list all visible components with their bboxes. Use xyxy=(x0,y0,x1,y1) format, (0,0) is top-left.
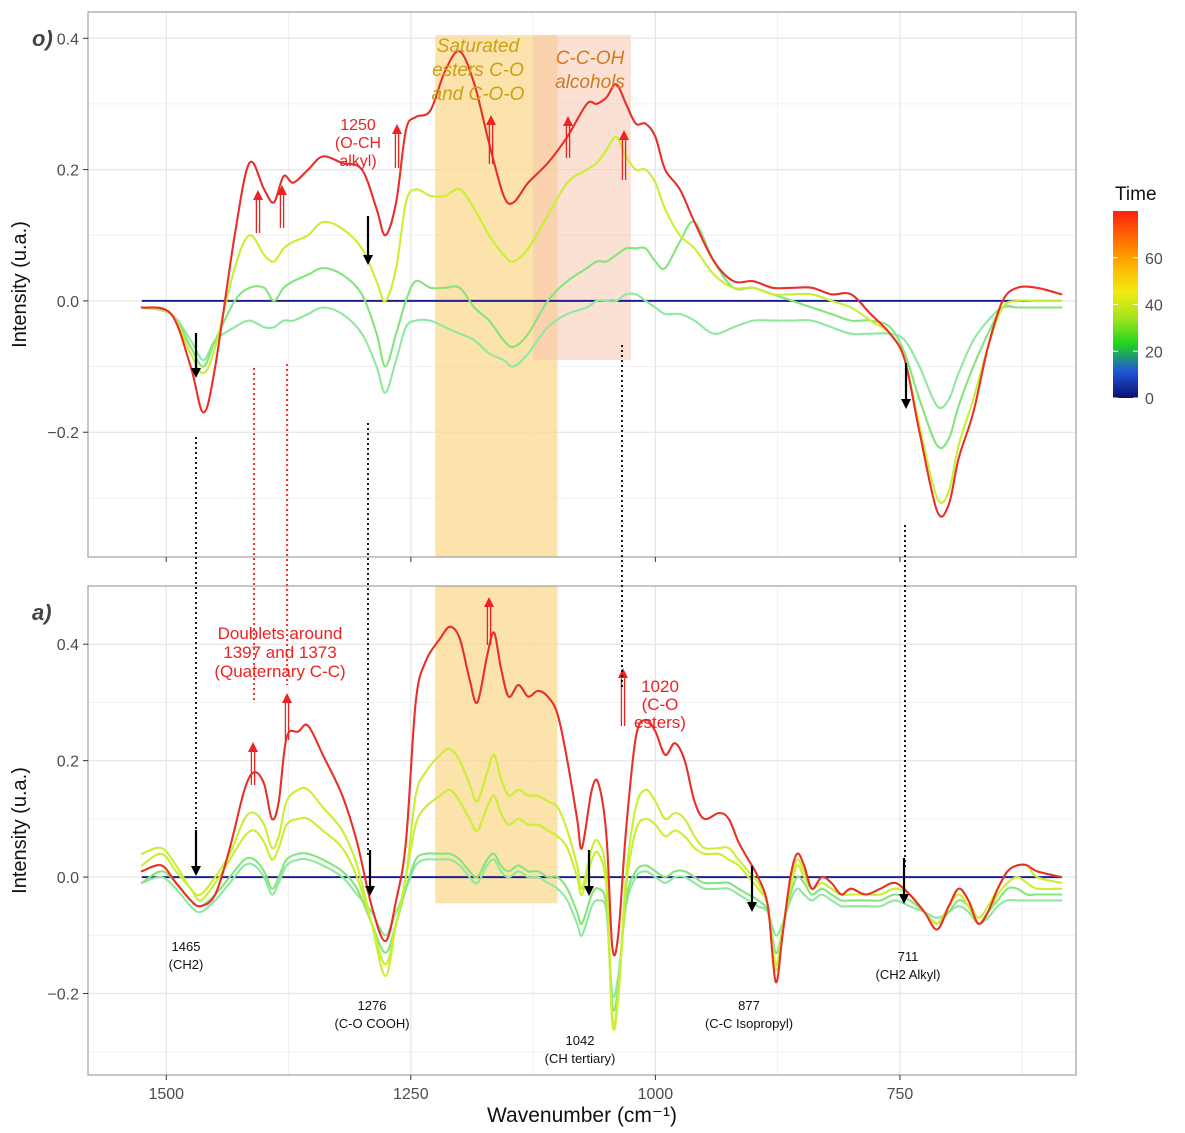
y-tick-label: 0.0 xyxy=(57,870,79,887)
red-up-arrow xyxy=(253,190,263,233)
panel-label: a) xyxy=(32,600,52,625)
x-tick-label: 750 xyxy=(887,1086,914,1103)
x-tick-label: 1000 xyxy=(638,1086,674,1103)
label-doublets: Doublets around 1397 and 1373 (Quaternary … xyxy=(214,624,345,681)
x-tick-label: 1500 xyxy=(148,1086,184,1103)
y-tick-label: −0.2 xyxy=(47,987,79,1004)
x-tick-label: 1250 xyxy=(393,1086,429,1103)
black-down-arrow xyxy=(747,866,757,912)
panel-label: o) xyxy=(32,26,53,51)
panels: −0.2 0.0 0.2 0.4 Intensity (u.a.) o) −0.2 0.0 0.… xyxy=(9,11,1077,1103)
black-down-arrow xyxy=(363,216,373,265)
y-tick-label: 0.2 xyxy=(57,163,79,180)
label-1020: 1020 (C-O esters) xyxy=(634,677,686,732)
label-1276: 1276 (C-O COOH) xyxy=(334,998,409,1031)
red-up-arrow xyxy=(563,116,573,158)
label-saturated-esters: Saturated esters C-O and C-O-O xyxy=(432,36,525,105)
label-711: 711 (CH2 Alkyl) xyxy=(875,949,940,982)
panel-o: −0.2 0.0 0.2 0.4 Intensity (u.a.) o) xyxy=(9,11,1077,562)
black-down-arrow xyxy=(901,363,911,409)
black-down-arrow xyxy=(191,333,201,378)
black-down-arrow xyxy=(365,850,375,896)
series-line xyxy=(140,625,1063,984)
band-alcohols xyxy=(533,34,631,361)
red-up-arrow xyxy=(484,597,494,645)
legend-tick-label: 40 xyxy=(1145,298,1163,315)
y-tick-label: 0.4 xyxy=(57,637,79,654)
black-down-arrow xyxy=(584,850,594,896)
legend-tick-label: 0 xyxy=(1145,391,1154,408)
series-line xyxy=(140,220,1063,450)
red-up-arrow xyxy=(619,130,629,180)
label-1465: 1465 (CH2) xyxy=(169,939,204,972)
black-down-arrow xyxy=(899,858,909,904)
label-1250: 1250 (O-CH alkyl) xyxy=(335,117,381,170)
legend-tick-label: 60 xyxy=(1145,251,1163,268)
y-axis-title: Intensity (u.a.) xyxy=(9,221,31,348)
red-up-arrow xyxy=(248,742,258,785)
legend-tick-label: 20 xyxy=(1145,344,1163,361)
y-tick-label: 0.2 xyxy=(57,754,79,771)
y-axis-title: Intensity (u.a.) xyxy=(9,767,31,894)
y-tick-label: 0.4 xyxy=(57,31,79,48)
red-up-arrow xyxy=(486,115,496,164)
annotations: Saturated esters C-O and C-O-O C-C-OH alcoho… xyxy=(169,36,941,1066)
x-axis-title: Wavenumber (cm⁻¹) xyxy=(487,1104,677,1127)
label-alcohols: C-C-OH alcohols xyxy=(555,48,625,93)
red-up-arrow xyxy=(277,185,287,228)
series-line xyxy=(140,50,1063,518)
legend-title: Time xyxy=(1115,184,1157,205)
y-tick-label: 0.0 xyxy=(57,294,79,311)
red-up-arrow xyxy=(392,124,402,168)
legend: Time 60 40 20 0 xyxy=(1113,184,1163,408)
panel-a: −0.2 0.0 0.2 0.4 Intensity (u.a.) a) 1500 1250 1… xyxy=(9,585,1077,1103)
label-1042: 1042 (CH tertiary) xyxy=(545,1033,616,1066)
red-up-arrow xyxy=(282,693,292,740)
panel-border xyxy=(87,585,1077,1076)
series-line xyxy=(140,292,1063,410)
panel-border xyxy=(87,11,1077,558)
label-877: 877 (C-C Isopropyl) xyxy=(705,998,793,1031)
y-tick-label: −0.2 xyxy=(47,425,79,442)
